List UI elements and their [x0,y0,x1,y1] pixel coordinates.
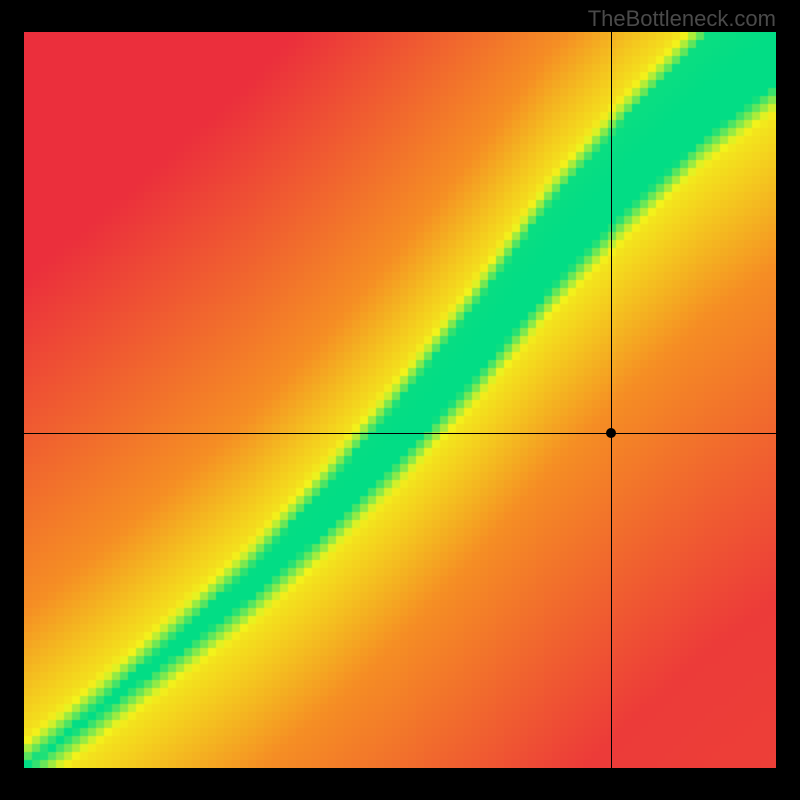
crosshair-vertical-line [611,32,612,768]
heatmap-plot-area [24,32,776,768]
watermark-text: TheBottleneck.com [588,6,776,32]
crosshair-marker-dot [606,428,616,438]
crosshair-horizontal-line [24,433,776,434]
heatmap-canvas [24,32,776,768]
